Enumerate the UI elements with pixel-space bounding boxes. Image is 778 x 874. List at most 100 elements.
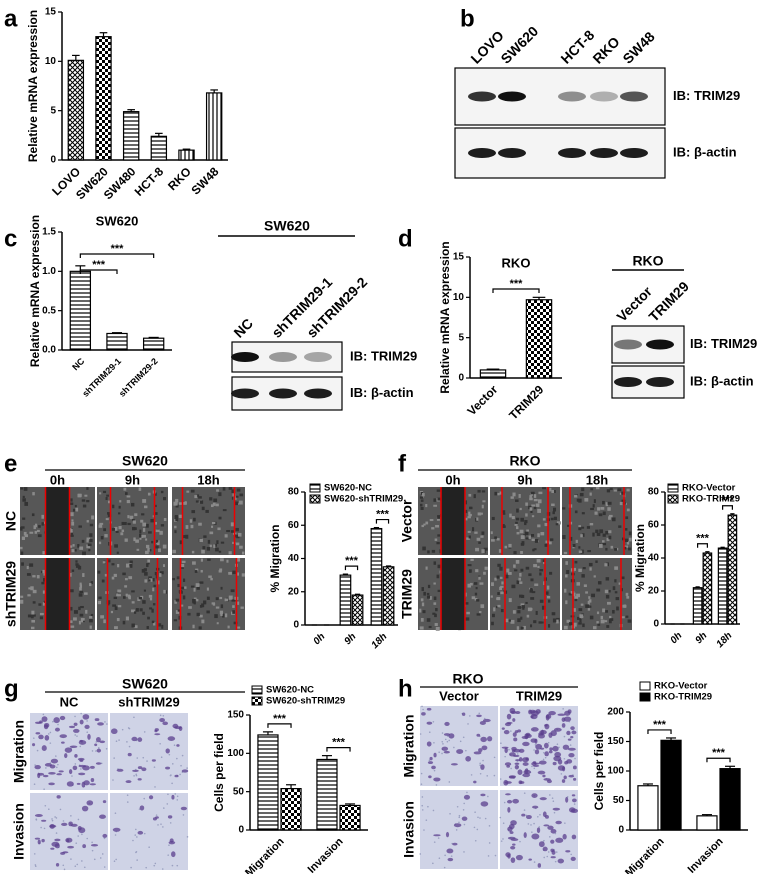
cell xyxy=(515,854,523,861)
cell xyxy=(78,764,87,768)
texture-dot xyxy=(69,589,74,593)
texture-dot xyxy=(69,620,73,623)
lane-label: SW48 xyxy=(619,28,657,66)
texture-dot xyxy=(107,500,111,504)
pore-dot xyxy=(530,824,532,826)
blot-band xyxy=(231,388,259,399)
texture-dot xyxy=(71,569,75,572)
significance-label: *** xyxy=(696,533,710,545)
texture-dot xyxy=(432,612,436,615)
texture-dot xyxy=(574,560,578,564)
texture-dot xyxy=(515,521,518,526)
pore-dot xyxy=(425,819,428,821)
pore-dot xyxy=(80,712,82,715)
blot-band xyxy=(269,388,297,399)
texture-dot xyxy=(172,577,176,581)
texture-dot xyxy=(222,487,226,491)
pore-dot xyxy=(136,757,139,759)
texture-dot xyxy=(145,538,148,541)
significance-label: *** xyxy=(273,713,287,725)
texture-dot xyxy=(511,516,515,520)
pore-dot xyxy=(70,815,72,817)
texture-dot xyxy=(573,608,576,612)
row-label: Invasion xyxy=(11,803,27,860)
cell xyxy=(505,852,511,858)
texture-dot xyxy=(28,587,31,590)
texture-dot xyxy=(521,605,525,609)
texture-dot xyxy=(175,598,180,602)
texture-dot xyxy=(186,490,190,493)
texture-dot xyxy=(32,589,37,594)
texture-dot xyxy=(579,492,584,497)
texture-dot xyxy=(596,611,600,615)
cell xyxy=(89,783,96,786)
texture-dot xyxy=(182,595,186,600)
texture-dot xyxy=(198,626,202,630)
probe-label: IB: β-actin xyxy=(350,385,414,400)
texture-dot xyxy=(606,537,610,542)
legend-label: SW620-shTRIM29 xyxy=(324,494,403,505)
texture-dot xyxy=(70,498,73,502)
texture-dot xyxy=(624,545,629,548)
texture-dot xyxy=(146,626,149,629)
texture-dot xyxy=(611,517,616,522)
cell xyxy=(97,722,104,726)
cell xyxy=(522,762,529,766)
x-tick-label: 9h xyxy=(342,631,358,647)
pore-dot xyxy=(458,816,461,819)
y-axis-label: % Migration xyxy=(633,524,647,592)
texture-dot xyxy=(537,508,542,513)
texture-dot xyxy=(90,581,94,585)
texture-dot xyxy=(620,576,625,580)
y-tick-label: 15 xyxy=(453,252,465,263)
texture-dot xyxy=(127,515,130,519)
texture-dot xyxy=(185,525,189,529)
texture-dot xyxy=(625,528,628,531)
texture-dot xyxy=(608,590,611,593)
texture-dot xyxy=(539,599,544,603)
texture-dot xyxy=(589,567,592,571)
pore-dot xyxy=(34,865,37,868)
texture-dot xyxy=(497,592,500,595)
texture-dot xyxy=(605,502,609,507)
texture-dot xyxy=(478,541,481,544)
pore-dot xyxy=(160,823,162,825)
column-label: TRIM29 xyxy=(516,688,562,703)
texture-dot xyxy=(587,600,590,605)
cell xyxy=(453,823,462,828)
pore-dot xyxy=(531,765,533,768)
texture-dot xyxy=(212,502,216,506)
texture-dot xyxy=(194,495,198,499)
blot-band xyxy=(590,91,618,102)
texture-dot xyxy=(234,501,239,506)
texture-dot xyxy=(589,523,594,526)
pore-dot xyxy=(134,834,137,836)
cell xyxy=(570,735,574,739)
texture-dot xyxy=(32,575,36,578)
texture-dot xyxy=(515,559,520,564)
texture-dot xyxy=(88,549,91,552)
texture-dot xyxy=(78,593,83,597)
texture-dot xyxy=(216,622,219,625)
texture-dot xyxy=(162,564,166,568)
texture-dot xyxy=(477,489,481,493)
bar xyxy=(351,594,364,626)
texture-dot xyxy=(125,492,128,495)
pore-dot xyxy=(146,760,148,762)
y-tick-label: 0 xyxy=(458,373,464,384)
texture-dot xyxy=(496,538,500,541)
y-axis-label: % Migration xyxy=(268,525,282,593)
cell xyxy=(60,851,66,855)
pore-dot xyxy=(459,740,462,743)
texture-dot xyxy=(496,596,501,601)
pore-dot xyxy=(544,756,547,759)
x-tick-label: Migration xyxy=(623,835,667,874)
texture-dot xyxy=(608,514,613,518)
texture-dot xyxy=(491,621,494,626)
pore-dot xyxy=(126,794,129,797)
pore-dot xyxy=(168,753,171,756)
pore-dot xyxy=(458,814,461,817)
cell xyxy=(534,749,540,755)
cell xyxy=(68,769,73,775)
cell xyxy=(561,723,566,728)
